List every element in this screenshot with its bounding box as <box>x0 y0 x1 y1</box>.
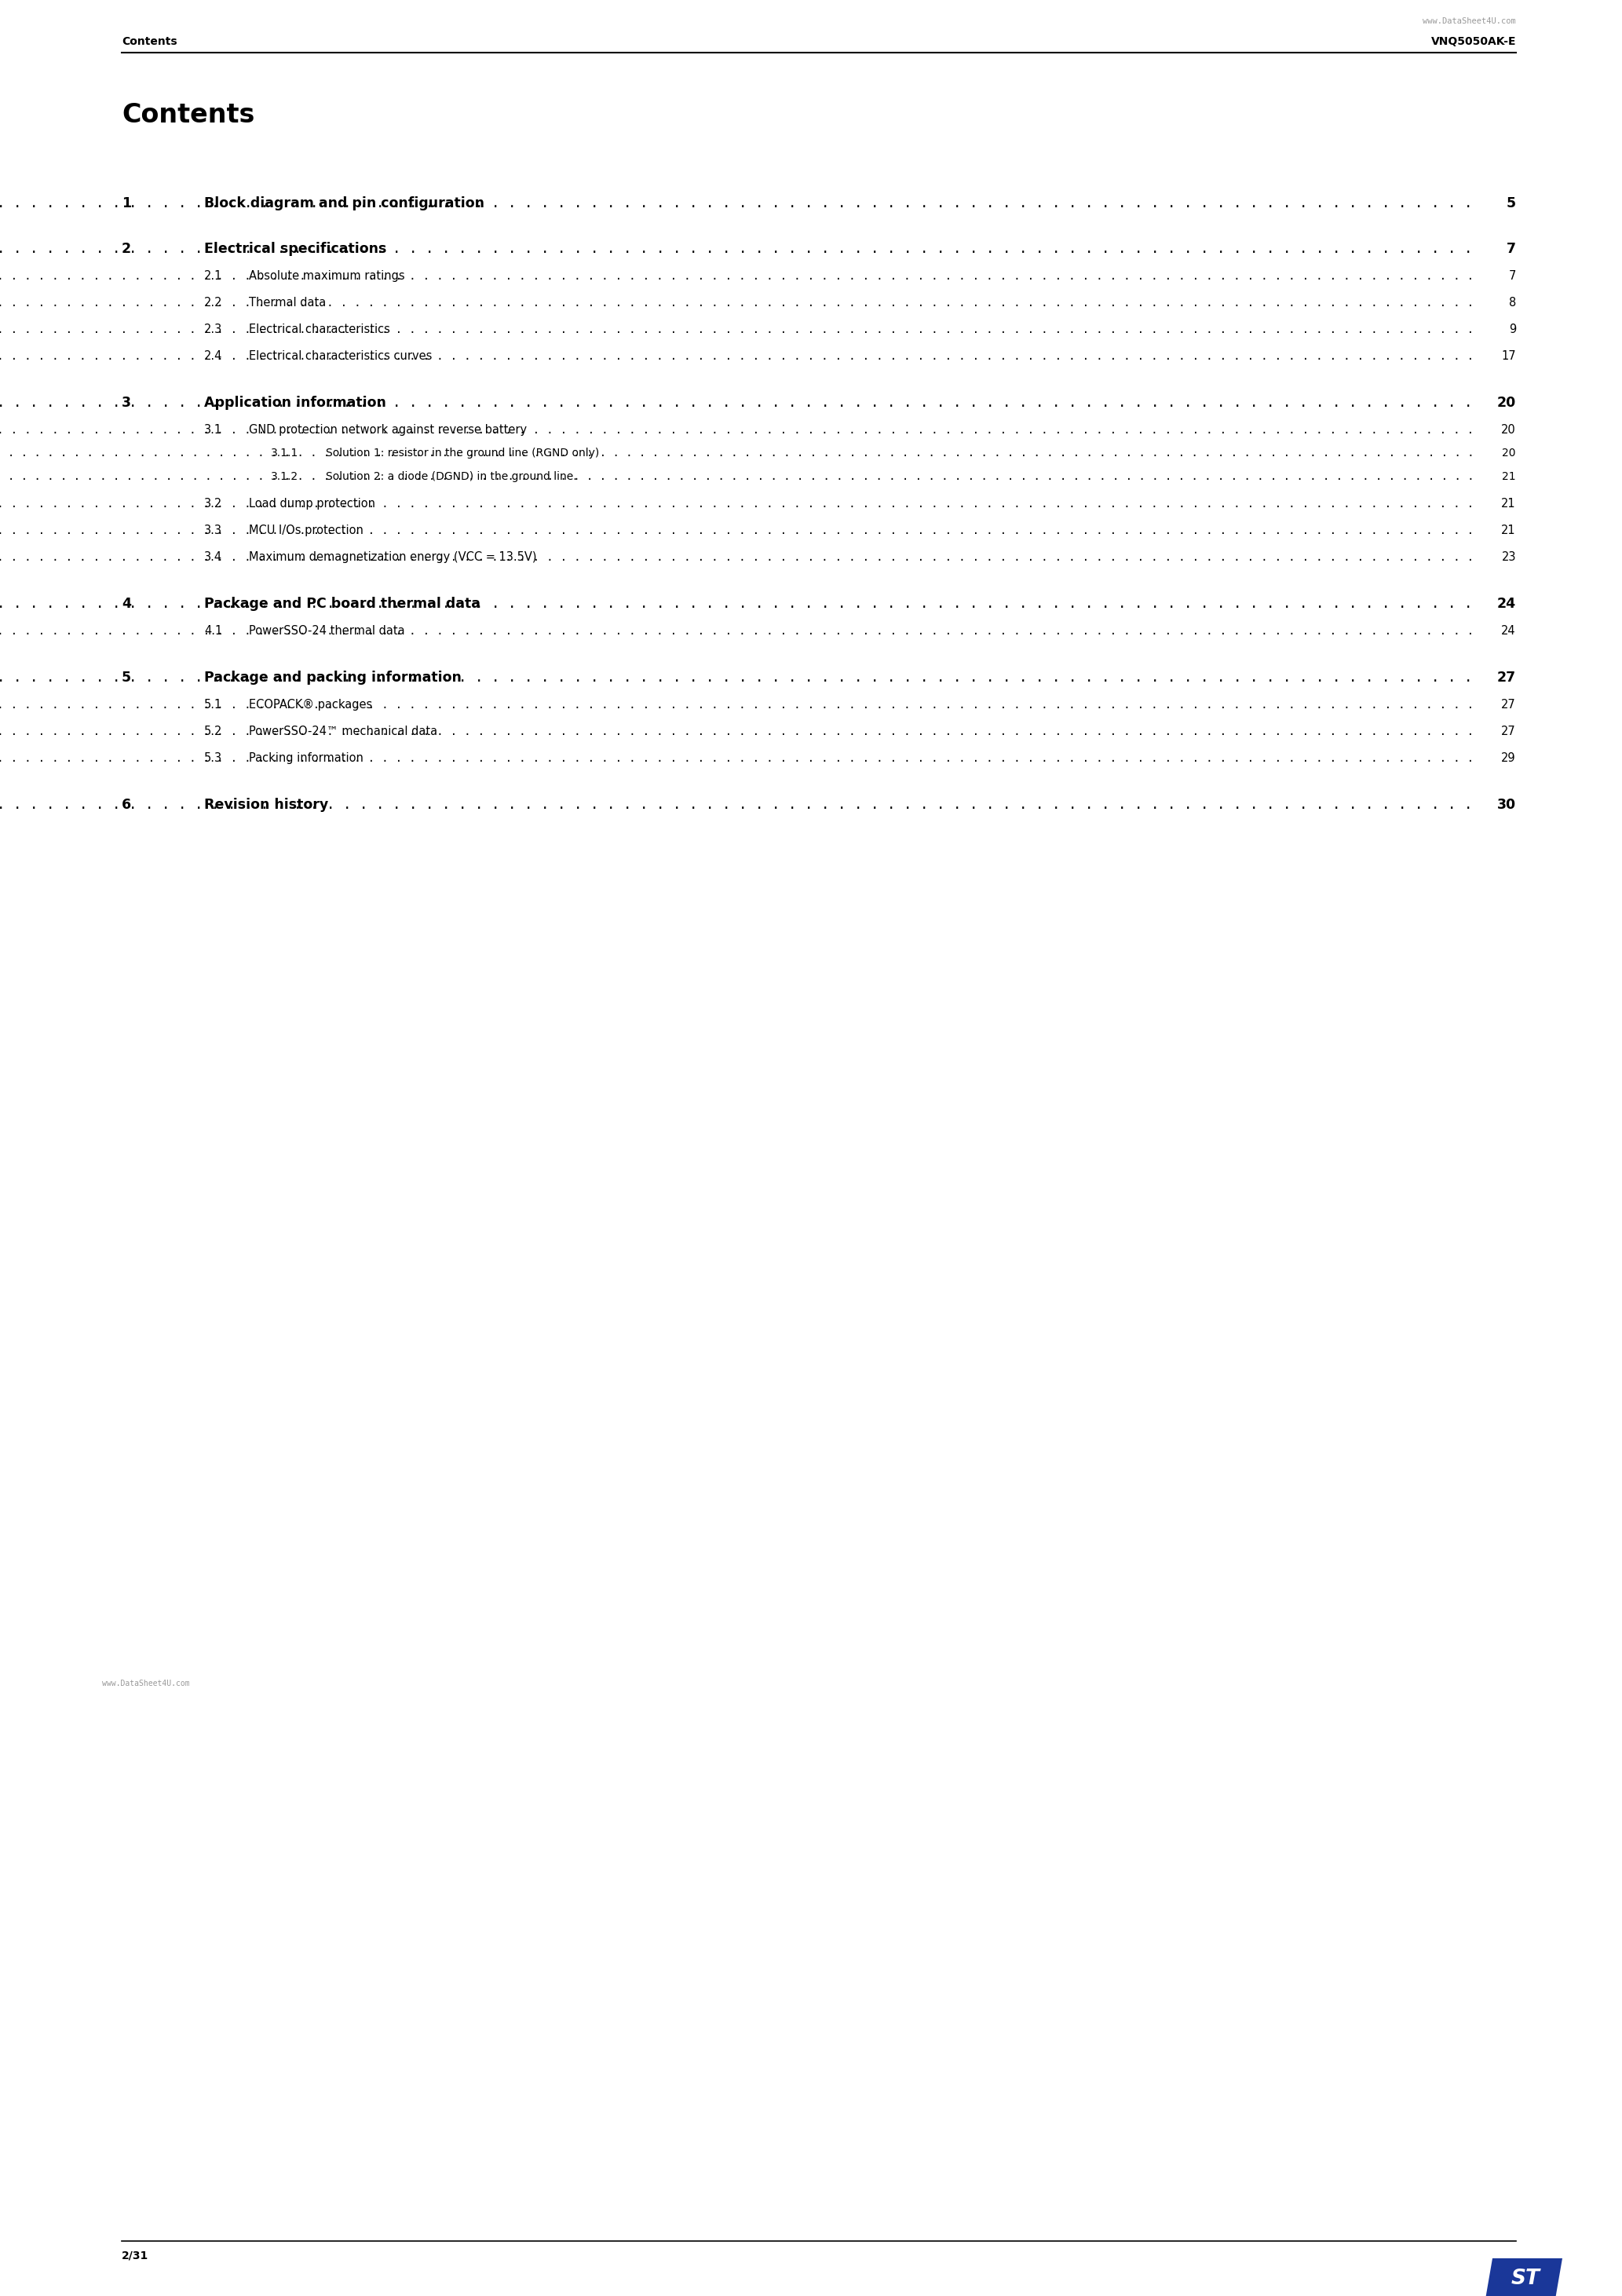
Text: Package and packing information: Package and packing information <box>204 670 462 684</box>
Text: 6: 6 <box>122 797 131 813</box>
Text: . . . . . . . . . . . . . . . . . . . . . . . . . . . . . . . . . . . . . . . . : . . . . . . . . . . . . . . . . . . . . … <box>0 625 1481 636</box>
Text: . . . . . . . . . . . . . . . . . . . . . . . . . . . . . . . . . . . . . . . . : . . . . . . . . . . . . . . . . . . . . … <box>0 425 1481 436</box>
Text: Thermal data: Thermal data <box>248 296 326 308</box>
Polygon shape <box>1486 2259 1562 2296</box>
Text: 27: 27 <box>1502 726 1517 737</box>
Text: ECOPACK® packages: ECOPACK® packages <box>248 698 373 712</box>
Text: 20: 20 <box>1502 448 1517 459</box>
Text: 21: 21 <box>1502 471 1517 482</box>
Text: 5: 5 <box>1507 195 1517 211</box>
Text: . . . . . . . . . . . . . . . . . . . . . . . . . . . . . . . . . . . . . . . . : . . . . . . . . . . . . . . . . . . . . … <box>0 597 1481 611</box>
Text: VNQ5050AK-E: VNQ5050AK-E <box>1431 37 1517 48</box>
Text: . . . . . . . . . . . . . . . . . . . . . . . . . . . . . . . . . . . . . . . . : . . . . . . . . . . . . . . . . . . . . … <box>0 753 1481 765</box>
Text: 5: 5 <box>122 670 131 684</box>
Text: GND protection network against reverse battery: GND protection network against reverse b… <box>248 425 527 436</box>
Text: Electrical characteristics curves: Electrical characteristics curves <box>248 351 431 363</box>
Text: ST: ST <box>1512 2268 1539 2289</box>
Text: 20: 20 <box>1502 425 1517 436</box>
Text: 4: 4 <box>122 597 131 611</box>
Text: Packing information: Packing information <box>248 753 363 765</box>
Text: 2.2: 2.2 <box>204 296 222 308</box>
Text: 21: 21 <box>1502 523 1517 537</box>
Text: . . . . . . . . . . . . . . . . . . . . . . . . . . . . . . . . . . . . . . . . : . . . . . . . . . . . . . . . . . . . . … <box>0 698 1481 712</box>
Text: Contents: Contents <box>122 37 177 48</box>
Text: Package and PC board thermal data: Package and PC board thermal data <box>204 597 480 611</box>
Text: 20: 20 <box>1497 395 1517 411</box>
Text: 2.3: 2.3 <box>204 324 222 335</box>
Text: 3.3: 3.3 <box>204 523 222 537</box>
Text: 27: 27 <box>1502 698 1517 712</box>
Text: . . . . . . . . . . . . . . . . . . . . . . . . . . . . . . . . . . . . . . . . : . . . . . . . . . . . . . . . . . . . . … <box>0 395 1481 411</box>
Text: 4.1: 4.1 <box>204 625 222 636</box>
Text: www.DataSheet4U.com: www.DataSheet4U.com <box>102 1681 190 1688</box>
Text: 2.1: 2.1 <box>204 271 222 282</box>
Text: 3.1.2: 3.1.2 <box>271 471 298 482</box>
Text: Application information: Application information <box>204 395 386 411</box>
Text: PowerSSO-24 thermal data: PowerSSO-24 thermal data <box>248 625 406 636</box>
Text: PowerSSO-24™ mechanical data: PowerSSO-24™ mechanical data <box>248 726 438 737</box>
Text: www.DataSheet4U.com: www.DataSheet4U.com <box>1422 18 1517 25</box>
Text: Absolute maximum ratings: Absolute maximum ratings <box>248 271 406 282</box>
Text: 3.2: 3.2 <box>204 498 222 510</box>
Text: 2/31: 2/31 <box>122 2250 149 2262</box>
Text: 24: 24 <box>1502 625 1517 636</box>
Text: 7: 7 <box>1508 271 1517 282</box>
Text: 3: 3 <box>122 395 131 411</box>
Text: 5.3: 5.3 <box>204 753 222 765</box>
Text: . . . . . . . . . . . . . . . . . . . . . . . . . . . . . . . . . . . . . . . . : . . . . . . . . . . . . . . . . . . . . … <box>0 448 1481 459</box>
Text: . . . . . . . . . . . . . . . . . . . . . . . . . . . . . . . . . . . . . . . . : . . . . . . . . . . . . . . . . . . . . … <box>0 797 1481 813</box>
Text: . . . . . . . . . . . . . . . . . . . . . . . . . . . . . . . . . . . . . . . . : . . . . . . . . . . . . . . . . . . . . … <box>0 324 1481 335</box>
Text: Block diagram and pin configuration: Block diagram and pin configuration <box>204 195 485 211</box>
Text: Contents: Contents <box>122 101 255 129</box>
Text: Electrical specifications: Electrical specifications <box>204 241 386 255</box>
Text: . . . . . . . . . . . . . . . . . . . . . . . . . . . . . . . . . . . . . . . . : . . . . . . . . . . . . . . . . . . . . … <box>0 195 1481 211</box>
Text: 24: 24 <box>1497 597 1517 611</box>
Text: 9: 9 <box>1508 324 1517 335</box>
Text: . . . . . . . . . . . . . . . . . . . . . . . . . . . . . . . . . . . . . . . . : . . . . . . . . . . . . . . . . . . . . … <box>0 670 1481 684</box>
Text: . . . . . . . . . . . . . . . . . . . . . . . . . . . . . . . . . . . . . . . . : . . . . . . . . . . . . . . . . . . . . … <box>0 471 1481 482</box>
Text: 1: 1 <box>122 195 131 211</box>
Text: . . . . . . . . . . . . . . . . . . . . . . . . . . . . . . . . . . . . . . . . : . . . . . . . . . . . . . . . . . . . . … <box>0 241 1481 255</box>
Text: Maximum demagnetization energy (VCC = 13.5V): Maximum demagnetization energy (VCC = 13… <box>248 551 537 563</box>
Text: 30: 30 <box>1497 797 1517 813</box>
Text: 3.1.1: 3.1.1 <box>271 448 298 459</box>
Text: 21: 21 <box>1502 498 1517 510</box>
Text: 3.1: 3.1 <box>204 425 222 436</box>
Text: MCU I/Os protection: MCU I/Os protection <box>248 523 363 537</box>
Text: Revision history: Revision history <box>204 797 328 813</box>
Text: 27: 27 <box>1497 670 1517 684</box>
Text: 3.4: 3.4 <box>204 551 222 563</box>
Text: . . . . . . . . . . . . . . . . . . . . . . . . . . . . . . . . . . . . . . . . : . . . . . . . . . . . . . . . . . . . . … <box>0 296 1481 308</box>
Text: . . . . . . . . . . . . . . . . . . . . . . . . . . . . . . . . . . . . . . . . : . . . . . . . . . . . . . . . . . . . . … <box>0 523 1481 537</box>
Text: 23: 23 <box>1502 551 1517 563</box>
Text: 8: 8 <box>1508 296 1517 308</box>
Text: 2: 2 <box>122 241 131 255</box>
Text: . . . . . . . . . . . . . . . . . . . . . . . . . . . . . . . . . . . . . . . . : . . . . . . . . . . . . . . . . . . . . … <box>0 498 1481 510</box>
Text: 29: 29 <box>1502 753 1517 765</box>
Text: 5.1: 5.1 <box>204 698 222 712</box>
Text: Load dump protection: Load dump protection <box>248 498 375 510</box>
Text: 5.2: 5.2 <box>204 726 222 737</box>
Text: Solution 1: resistor in the ground line (RGND only): Solution 1: resistor in the ground line … <box>326 448 599 459</box>
Text: . . . . . . . . . . . . . . . . . . . . . . . . . . . . . . . . . . . . . . . . : . . . . . . . . . . . . . . . . . . . . … <box>0 351 1481 363</box>
Text: . . . . . . . . . . . . . . . . . . . . . . . . . . . . . . . . . . . . . . . . : . . . . . . . . . . . . . . . . . . . . … <box>0 726 1481 737</box>
Text: . . . . . . . . . . . . . . . . . . . . . . . . . . . . . . . . . . . . . . . . : . . . . . . . . . . . . . . . . . . . . … <box>0 551 1481 563</box>
Text: 7: 7 <box>1507 241 1517 255</box>
Text: 17: 17 <box>1502 351 1517 363</box>
Text: . . . . . . . . . . . . . . . . . . . . . . . . . . . . . . . . . . . . . . . . : . . . . . . . . . . . . . . . . . . . . … <box>0 271 1481 282</box>
Text: 2.4: 2.4 <box>204 351 222 363</box>
Text: Electrical characteristics: Electrical characteristics <box>248 324 391 335</box>
Text: Solution 2: a diode (DGND) in the ground line.: Solution 2: a diode (DGND) in the ground… <box>326 471 577 482</box>
